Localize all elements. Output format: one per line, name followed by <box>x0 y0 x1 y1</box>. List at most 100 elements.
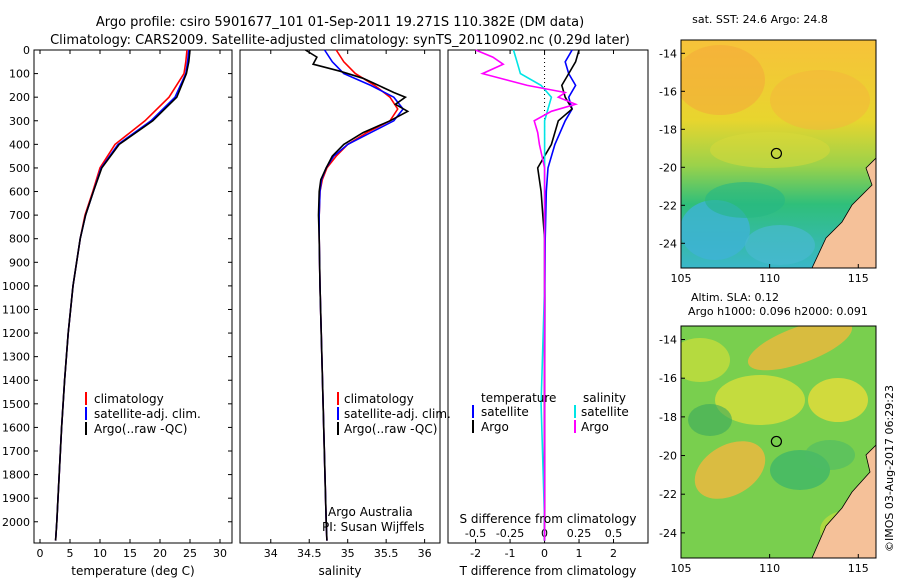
difference-axes <box>447 49 649 544</box>
series-climatology <box>318 49 399 541</box>
legend-temperature-heading: temperature <box>481 391 556 405</box>
sla-map: Altim. SLA: 0.12 Argo h1000: 0.096 h2000… <box>659 291 877 575</box>
x-tick-label: 35.5 <box>374 547 399 560</box>
y-tick-label: 1200 <box>2 327 30 340</box>
credit-label: ©IMOS 03-Aug-2017 06:29:23 <box>883 385 896 552</box>
sst-map-ticks: 105 110 115 -14 -16 -18 -20 -22 -24 <box>659 47 869 285</box>
lat-tick-label: -22 <box>659 199 677 212</box>
y-tick-label: 1100 <box>2 303 30 316</box>
lat-tick-label: -24 <box>659 527 677 540</box>
legend-s-satellite: satellite <box>581 405 629 419</box>
series-s-satellite <box>512 49 553 541</box>
temperature-plot: 0100200300400500600700800900100011001200… <box>2 44 232 560</box>
temperature-xlabel: temperature (deg C) <box>71 564 194 578</box>
x-tick-label: 15 <box>123 547 137 560</box>
title-line-2: Climatology: CARS2009. Satellite-adjuste… <box>50 33 630 48</box>
lon-tick-label: 110 <box>759 272 780 285</box>
s-tick-label: -0.5 <box>465 527 486 540</box>
s-tick-label: 0.25 <box>567 527 592 540</box>
legend-s-argo: Argo <box>581 420 609 434</box>
y-tick-label: 1800 <box>2 469 30 482</box>
y-tick-label: 400 <box>9 138 30 151</box>
lon-tick-label: 105 <box>671 272 692 285</box>
legend-t-argo: Argo <box>481 420 509 434</box>
argo-location-marker <box>770 147 783 160</box>
temperature-axes <box>33 49 233 544</box>
salinity-axes <box>239 49 441 544</box>
difference-xlabel: T difference from climatology <box>459 564 637 578</box>
x-tick-label: 34 <box>264 547 278 560</box>
x-tick-label: 1 <box>576 547 583 560</box>
y-tick-label: 600 <box>9 186 30 199</box>
legend-climatology: climatology <box>344 392 414 406</box>
lat-tick-label: -14 <box>659 334 677 347</box>
temperature-legend: climatology satellite-adj. clim. Argo(..… <box>85 392 201 436</box>
y-tick-label: 900 <box>9 256 30 269</box>
s-tick-label: -0.25 <box>496 527 524 540</box>
lon-tick-label: 115 <box>848 562 869 575</box>
title-line-1: Argo profile: csiro 5901677_101 01-Sep-2… <box>96 15 584 30</box>
lat-tick-label: -24 <box>659 237 677 250</box>
salinity-legend: climatology satellite-adj. clim. Argo(..… <box>322 392 451 534</box>
legend-satellite: satellite-adj. clim. <box>344 407 451 421</box>
lat-tick-label: -20 <box>659 450 677 463</box>
x-tick-label: -1 <box>505 547 516 560</box>
lon-tick-label: 105 <box>671 562 692 575</box>
salinity-plot: 34 34.5 35 35.5 36 <box>264 49 432 560</box>
y-tick-label: 100 <box>9 68 30 81</box>
difference-legend: temperature salinity satellite Argo sate… <box>460 391 637 526</box>
x-tick-label: 30 <box>213 547 227 560</box>
lat-tick-label: -16 <box>659 372 677 385</box>
lon-tick-label: 115 <box>848 272 869 285</box>
x-tick-label: 20 <box>153 547 167 560</box>
series-argo-raw-qc <box>304 49 410 541</box>
sla-map-title-2: Argo h1000: 0.096 h2000: 0.091 <box>688 305 868 318</box>
y-tick-label: 1900 <box>2 492 30 505</box>
series-satellite-adj-clim <box>54 49 190 541</box>
sla-map-ticks: 105 110 115 -14 -16 -18 -20 -22 -24 <box>659 334 869 575</box>
x-tick-label: 0 <box>37 547 44 560</box>
s-difference-label: S difference from climatology <box>460 512 637 526</box>
x-tick-label: 36 <box>418 547 432 560</box>
lat-tick-label: -22 <box>659 488 677 501</box>
series-climatology <box>54 49 188 541</box>
salinity-xlabel: salinity <box>318 564 361 578</box>
difference-plot: -2 -1 0 1 2-0.5 -0.25 0 0.25 0.5 <box>465 49 623 560</box>
x-tick-label: 2 <box>610 547 617 560</box>
series-s-argo <box>475 49 579 541</box>
lat-tick-label: -20 <box>659 161 677 174</box>
y-tick-label: 1000 <box>2 280 30 293</box>
institution-label: Argo Australia <box>328 505 413 519</box>
legend-climatology: climatology <box>94 392 164 406</box>
y-tick-label: 1400 <box>2 374 30 387</box>
y-tick-label: 1700 <box>2 445 30 458</box>
y-tick-label: 1600 <box>2 421 30 434</box>
legend-satellite: satellite-adj. clim. <box>94 407 201 421</box>
legend-argo: Argo(..raw -QC) <box>94 422 187 436</box>
sst-map-frame <box>680 39 877 269</box>
legend-argo: Argo(..raw -QC) <box>344 422 437 436</box>
x-tick-label: -2 <box>470 547 481 560</box>
y-tick-label: 2000 <box>2 516 30 529</box>
y-tick-label: 200 <box>9 91 30 104</box>
x-tick-label: 0 <box>541 547 548 560</box>
sla-map-frame <box>680 325 877 559</box>
pi-label: PI: Susan Wijffels <box>322 520 424 534</box>
y-tick-label: 500 <box>9 162 30 175</box>
y-tick-label: 800 <box>9 233 30 246</box>
x-tick-label: 10 <box>93 547 107 560</box>
s-tick-label: 0.5 <box>605 527 623 540</box>
y-tick-label: 0 <box>23 44 30 57</box>
legend-t-satellite: satellite <box>481 405 529 419</box>
y-tick-label: 300 <box>9 115 30 128</box>
y-tick-label: 1300 <box>2 351 30 364</box>
y-tick-label: 1500 <box>2 398 30 411</box>
series-satellite-adj-clim <box>318 49 405 541</box>
x-tick-label: 35 <box>341 547 355 560</box>
series-t-satellite <box>543 49 577 541</box>
sla-map-title-1: Altim. SLA: 0.12 <box>691 291 779 304</box>
sst-map: sat. SST: 24.6 Argo: 24.8 105 110 115 -14 -1… <box>659 13 877 285</box>
lat-tick-label: -14 <box>659 47 677 60</box>
x-tick-label: 34.5 <box>297 547 322 560</box>
